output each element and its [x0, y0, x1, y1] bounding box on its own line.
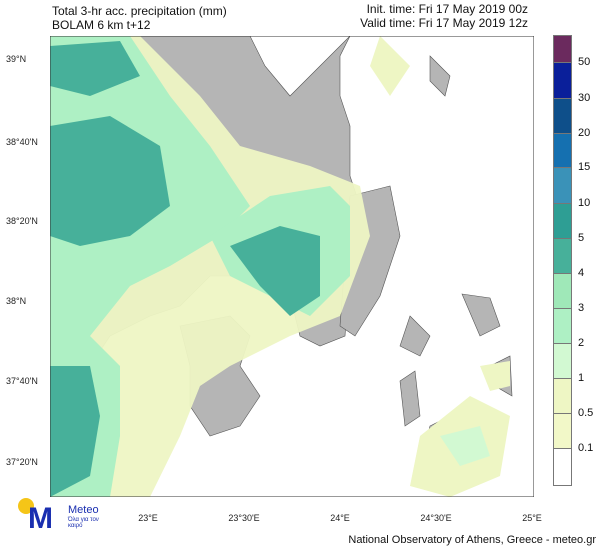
- footer-credit: National Observatory of Athens, Greece -…: [348, 534, 596, 546]
- colorbar-label: 2: [578, 337, 585, 349]
- colorbar-label: 1: [578, 372, 585, 384]
- lat-label: 38°20'N: [6, 216, 38, 226]
- lon-label: 24°30'E: [420, 513, 452, 523]
- colorbar-label: 30: [578, 92, 591, 104]
- init-time: Init. time: Fri 17 May 2019 00z: [366, 2, 528, 16]
- colorbar-label: 10: [578, 197, 591, 209]
- colorbar-swatch: [553, 238, 572, 274]
- colorbar-label: 3: [578, 302, 585, 314]
- colorbar-swatch: [553, 62, 572, 99]
- logo-name: Meteo: [68, 504, 99, 516]
- meteo-logo: M Meteo Όλα για τον καιρό: [18, 496, 128, 535]
- lat-label: 39°N: [6, 54, 27, 64]
- colorbar-label: 0.5: [578, 407, 594, 419]
- colorbar-swatch: [553, 167, 572, 204]
- colorbar-swatch: [553, 133, 572, 168]
- valid-time: Valid time: Fri 17 May 2019 12z: [360, 16, 528, 30]
- colorbar-label: 15: [578, 161, 591, 173]
- lon-label: 23°E: [138, 513, 158, 523]
- lat-label: 38°N: [6, 296, 27, 306]
- colorbar-swatch: [553, 98, 572, 134]
- map-title: Total 3-hr acc. precipitation (mm): [52, 4, 227, 18]
- logo-tagline: Όλα για τον καιρό: [68, 517, 99, 529]
- colorbar-swatch: [553, 343, 572, 379]
- colorbar-swatch: [553, 413, 572, 449]
- lon-label: 25°E: [522, 513, 542, 523]
- colorbar-swatch: [553, 308, 572, 344]
- lat-label: 37°40'N: [6, 376, 38, 386]
- lat-label: 38°40'N: [6, 137, 38, 147]
- colorbar-swatch: [553, 203, 572, 239]
- map-area: [50, 36, 534, 497]
- sun-icon: [18, 498, 34, 514]
- lon-label: 24°E: [330, 513, 350, 523]
- colorbar-swatch: [553, 273, 572, 309]
- colorbar-label: 0.1: [578, 442, 594, 454]
- model-label: BOLAM 6 km t+12: [52, 18, 151, 32]
- precipitation-field: [50, 36, 510, 497]
- m-logo-icon: M: [28, 502, 53, 535]
- colorbar-label: 20: [578, 127, 591, 139]
- colorbar-label: 5: [578, 232, 585, 244]
- colorbar-swatch: [553, 448, 572, 486]
- colorbar-swatch: [553, 35, 572, 63]
- colorbar-swatch: [553, 378, 572, 414]
- lat-label: 37°20'N: [6, 457, 38, 467]
- lon-label: 23°30'E: [228, 513, 260, 523]
- colorbar-label: 50: [578, 56, 591, 68]
- colorbar-label: 4: [578, 267, 585, 279]
